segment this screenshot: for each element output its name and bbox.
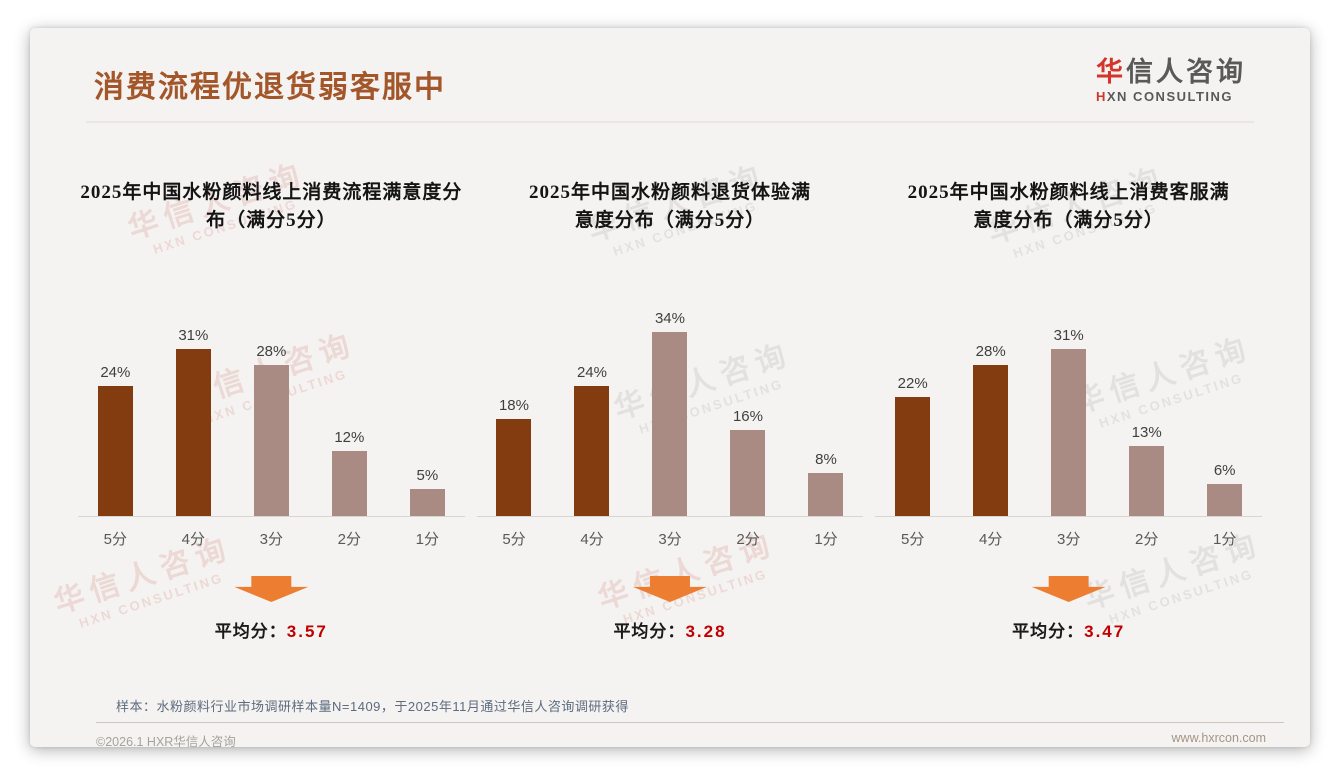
bar-plot: 18% 24% 34% 16% 8% <box>476 305 864 517</box>
bar <box>574 386 610 516</box>
company-logo: 华信人咨询 HXN CONSULTING <box>1096 57 1246 104</box>
bar-group: 24% <box>574 364 610 516</box>
category-axis: 5分 4分 3分 2分 1分 <box>477 528 864 549</box>
chart-return-satisfaction: 2025年中国水粉颜料退货体验满意度分布（满分5分） 18% 24% 34% 16% 8… <box>476 179 864 642</box>
category-label: 5分 <box>502 531 526 548</box>
category-label: 1分 <box>814 531 838 548</box>
bar <box>652 332 688 516</box>
bar-value-label: 13% <box>1131 423 1162 441</box>
average-value: 3.57 <box>286 622 328 641</box>
bar-value-label: 16% <box>732 407 763 425</box>
copyright-text: ©2026.1 HXR华信人咨询 <box>96 735 236 747</box>
charts-area: 2025年中国水粉颜料线上消费流程满意度分布（满分5分） 24% 31% 28% 12… <box>30 179 1310 642</box>
footer: ©2026.1 HXR华信人咨询 www.hxrcon.com <box>30 723 1310 747</box>
footer-divider <box>96 722 1284 723</box>
average-score: 平均分：3.28 <box>613 617 726 642</box>
bar <box>1207 483 1243 516</box>
category-label: 2分 <box>736 531 760 548</box>
website-url: www.hxrcon.com <box>1171 731 1266 745</box>
bar-value-label: 31% <box>1053 326 1084 344</box>
category-label: 1分 <box>415 531 439 548</box>
category-label: 3分 <box>259 531 283 548</box>
down-arrow-icon <box>632 576 707 602</box>
category-axis: 5分 4分 3分 2分 1分 <box>78 528 465 549</box>
bar <box>331 451 367 516</box>
bar-value-label: 12% <box>334 429 365 447</box>
bar <box>895 397 931 516</box>
category-label: 2分 <box>337 531 361 548</box>
logo-chinese: 华信人咨询 <box>1096 57 1246 87</box>
category-label: 3分 <box>658 531 682 548</box>
bar <box>1129 445 1165 516</box>
bar <box>253 364 289 516</box>
bar-value-label: 8% <box>815 450 837 468</box>
average-score: 平均分：3.47 <box>1012 617 1125 642</box>
category-label: 3分 <box>1056 531 1081 548</box>
category-label: 2分 <box>1134 531 1159 548</box>
header: 消费流程优退货弱客服中 华信人咨询 HXN CONSULTING <box>30 28 1310 106</box>
bar-group: 34% <box>652 310 688 516</box>
chart-process-satisfaction: 2025年中国水粉颜料线上消费流程满意度分布（满分5分） 24% 31% 28% 12… <box>78 179 465 642</box>
chart-title: 2025年中国水粉颜料线上消费客服满意度分布（满分5分） <box>907 182 1230 231</box>
bar-group: 18% <box>496 396 532 516</box>
bar-group: 24% <box>97 364 133 516</box>
bar-group: 6% <box>1207 461 1243 516</box>
bar-value-label: 5% <box>416 467 439 484</box>
logo-english: HXN CONSULTING <box>1096 88 1234 104</box>
page-title: 消费流程优退货弱客服中 <box>94 71 446 104</box>
bar <box>97 386 133 516</box>
bar <box>808 472 844 516</box>
average-value: 3.28 <box>685 622 727 641</box>
bar-value-label: 22% <box>897 375 928 393</box>
down-arrow-icon <box>1031 576 1106 602</box>
category-label: 4分 <box>181 531 205 548</box>
bar-value-label: 34% <box>654 310 685 328</box>
chart-service-satisfaction: 2025年中国水粉颜料线上消费客服满意度分布（满分5分） 22% 28% 31% 13… <box>875 179 1262 642</box>
category-label: 4分 <box>580 531 604 548</box>
bar-plot: 22% 28% 31% 13% 6% <box>875 305 1262 517</box>
bar-group: 12% <box>331 429 367 516</box>
bar-value-label: 28% <box>975 342 1006 360</box>
sample-note: 样本：水粉颜料行业市场调研样本量N=1409，于2025年11月通过华信人咨询调… <box>116 699 629 714</box>
category-label: 5分 <box>900 531 925 548</box>
chart-title: 2025年中国水粉颜料线上消费流程满意度分布（满分5分） <box>80 182 463 231</box>
average-label: 平均分： <box>214 622 287 641</box>
bar <box>175 348 211 516</box>
bar-group: 31% <box>175 326 211 516</box>
bar <box>409 489 445 516</box>
category-label: 5分 <box>103 531 127 548</box>
bar-group: 28% <box>973 342 1009 516</box>
bar <box>1051 348 1087 516</box>
bar-value-label: 6% <box>1213 461 1236 479</box>
bar-group: 13% <box>1129 423 1165 516</box>
bar-value-label: 24% <box>576 364 607 382</box>
average-label: 平均分： <box>1012 622 1085 641</box>
average-score: 平均分：3.57 <box>215 617 328 642</box>
bar-group: 16% <box>730 407 766 516</box>
average-label: 平均分： <box>613 622 686 641</box>
bar-value-label: 28% <box>256 342 287 360</box>
title-divider <box>86 121 1254 123</box>
bar-group: 28% <box>253 342 289 516</box>
bar-group: 22% <box>895 375 931 516</box>
down-arrow-icon <box>234 576 309 602</box>
category-axis: 5分 4分 3分 2分 1分 <box>875 528 1262 549</box>
bar <box>496 418 532 516</box>
category-label: 1分 <box>1212 531 1237 548</box>
category-label: 4分 <box>978 531 1003 548</box>
chart-title: 2025年中国水粉颜料退货体验满意度分布（满分5分） <box>528 182 811 231</box>
bar-plot: 24% 31% 28% 12% 5% <box>78 305 465 517</box>
bar-value-label: 18% <box>498 396 529 414</box>
bar <box>973 364 1009 516</box>
bar-group: 5% <box>409 467 445 516</box>
bar <box>730 429 766 516</box>
average-value: 3.47 <box>1084 622 1126 641</box>
bar-group: 8% <box>808 450 844 516</box>
bar-value-label: 24% <box>100 364 131 382</box>
bar-value-label: 31% <box>178 326 209 344</box>
bar-group: 31% <box>1051 326 1087 516</box>
